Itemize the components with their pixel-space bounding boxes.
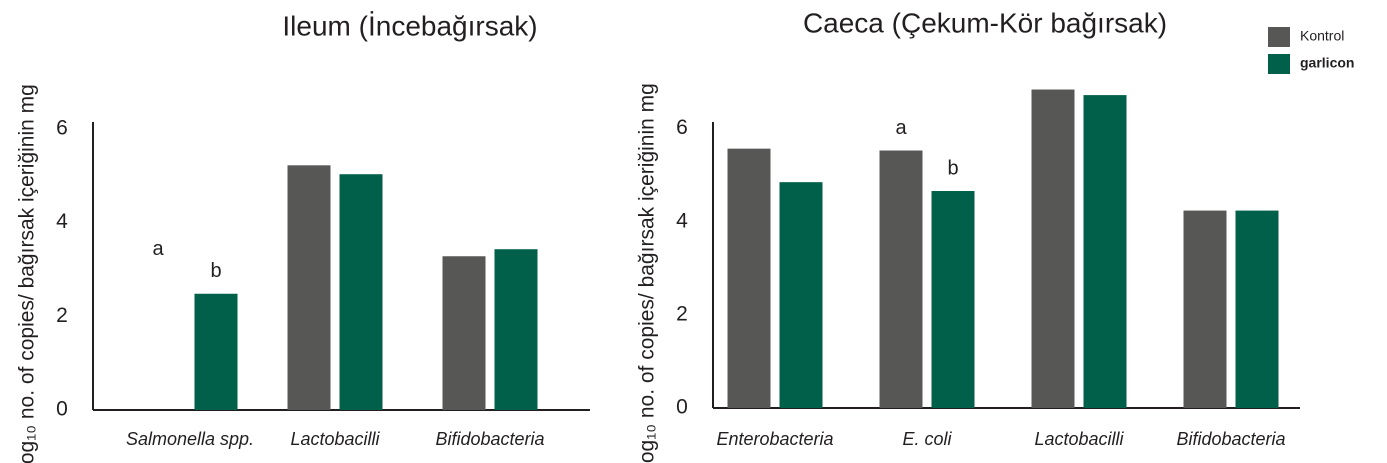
annotation: b [210, 260, 221, 282]
bar [194, 293, 238, 410]
y-axis-label: Log₁₀ no. of copies/ bağırsak içeriğinin… [636, 83, 659, 463]
legend-label: Kontrol [1300, 28, 1344, 44]
legend-swatch [1268, 54, 1290, 74]
bar [494, 249, 538, 410]
y-axis-label: Log₁₀ no. of copies/ bağırsak içeriğinin… [16, 84, 39, 463]
annotation: a [895, 117, 907, 139]
bar [779, 182, 823, 408]
chart-title: Caeca (Çekum-Kör bağırsak) [803, 7, 1167, 38]
bar [931, 191, 975, 408]
x-tick-label: Bifidobacteria [1176, 429, 1285, 449]
bar [339, 174, 383, 410]
legend-label: garlicon [1300, 55, 1354, 71]
y-tick-label: 2 [676, 302, 688, 325]
bar [287, 165, 331, 410]
x-tick-label: Lactobacilli [290, 429, 380, 449]
y-tick-label: 0 [676, 396, 688, 419]
bar [879, 150, 923, 408]
y-tick-label: 4 [56, 210, 68, 233]
x-tick-label: Bifidobacteria [435, 429, 544, 449]
y-tick-label: 4 [676, 209, 688, 232]
bar [1031, 89, 1075, 408]
bar [727, 148, 771, 408]
x-tick-label: E. coli [902, 429, 952, 449]
annotation: b [947, 157, 958, 179]
chart-title: Ileum (İncebağırsak) [282, 10, 537, 41]
y-tick-label: 2 [56, 304, 68, 327]
bar [1235, 210, 1279, 408]
bar [1183, 210, 1227, 408]
x-tick-label: Lactobacilli [1034, 429, 1124, 449]
x-tick-label: Salmonella spp. [126, 429, 254, 449]
bar [442, 256, 486, 410]
legend-swatch [1268, 27, 1290, 47]
y-tick-label: 6 [56, 116, 68, 139]
x-tick-label: Enterobacteria [716, 429, 833, 449]
annotation: a [152, 238, 164, 260]
y-tick-label: 6 [676, 116, 688, 139]
bar [1083, 95, 1127, 408]
y-tick-label: 0 [56, 398, 68, 421]
